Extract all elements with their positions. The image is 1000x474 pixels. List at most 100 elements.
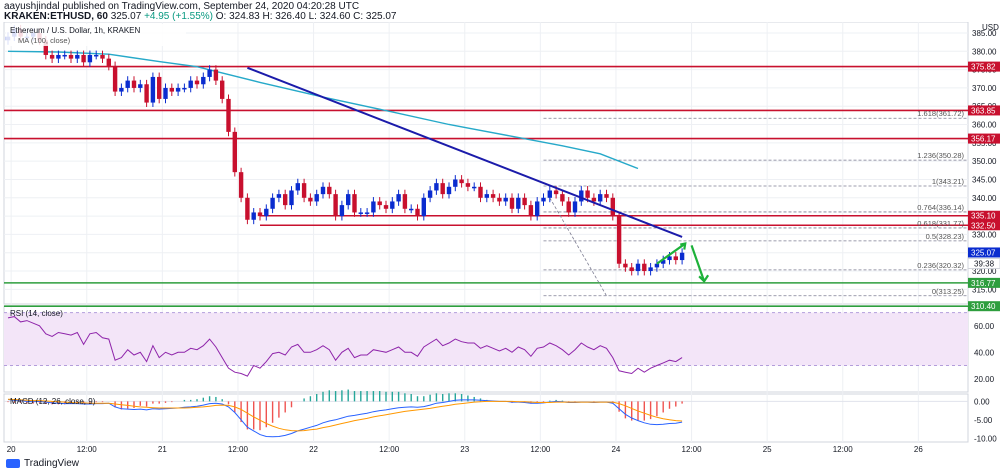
candle bbox=[207, 69, 212, 77]
candle bbox=[522, 197, 527, 206]
footer: TradingView bbox=[6, 458, 79, 469]
candle bbox=[270, 197, 275, 209]
candle bbox=[547, 190, 552, 198]
x-tick-label: 24 bbox=[611, 445, 620, 454]
candle bbox=[440, 183, 445, 195]
macd-pane bbox=[3, 393, 969, 443]
candle bbox=[635, 263, 641, 272]
candle bbox=[560, 194, 565, 202]
rsi-band bbox=[4, 312, 968, 366]
candle bbox=[572, 201, 578, 213]
x-tick-label: 12:00 bbox=[530, 445, 551, 454]
x-tick-label: 12:00 bbox=[682, 445, 703, 454]
candle bbox=[169, 87, 174, 92]
x-tick-label: 23 bbox=[460, 445, 469, 454]
y-tick-label: 340.00 bbox=[972, 194, 997, 203]
last-price-label: 325.07 bbox=[971, 248, 996, 257]
x-tick-label: 12:00 bbox=[77, 445, 98, 454]
candle bbox=[245, 197, 250, 220]
candle bbox=[434, 183, 439, 191]
price-change: +4.95 (+1.55%) bbox=[144, 11, 213, 22]
candle bbox=[453, 179, 458, 187]
candle bbox=[528, 205, 534, 217]
fib-label-0.618: 0.618(331.77) bbox=[917, 219, 964, 228]
candle bbox=[131, 80, 137, 88]
fib-label-1: 1(343.21) bbox=[932, 177, 965, 186]
publisher-line: aayushjindal published on TradingView.co… bbox=[4, 1, 360, 12]
candle bbox=[623, 263, 628, 268]
candle bbox=[616, 216, 622, 264]
legend-bg bbox=[6, 24, 186, 46]
countdown-label: 39:38 bbox=[974, 259, 995, 268]
candle bbox=[150, 76, 156, 103]
candle bbox=[585, 190, 590, 198]
candle bbox=[679, 252, 685, 261]
price-pane-title: Ethereum / U.S. Dollar, 1h, KRAKEN bbox=[10, 26, 140, 35]
rsi-tick-label: 60.00 bbox=[974, 322, 995, 331]
y-tick-label: 385.00 bbox=[972, 29, 997, 38]
candle bbox=[364, 212, 370, 214]
candle bbox=[112, 65, 118, 92]
candle bbox=[62, 54, 67, 57]
level-label-363.85: 363.85 bbox=[971, 106, 996, 115]
arrow-down-head-icon bbox=[698, 274, 710, 284]
candle bbox=[333, 194, 338, 217]
candle bbox=[213, 69, 219, 81]
chart-canvas[interactable]: 20 12:00 21 12:00 22 12:00 23 12:00 24 12:00 25 12:… bbox=[0, 22, 1000, 456]
level-label-335.10: 335.10 bbox=[971, 212, 996, 221]
candle bbox=[598, 194, 603, 202]
currency-label: USD bbox=[982, 23, 999, 32]
candle bbox=[106, 58, 111, 66]
arrow-up-head-icon bbox=[680, 242, 687, 250]
candle bbox=[226, 98, 231, 132]
y-tick-label: 350.00 bbox=[972, 157, 997, 166]
candle bbox=[49, 54, 55, 59]
candle bbox=[553, 190, 559, 195]
tradingview-logo-icon bbox=[6, 459, 20, 468]
candle bbox=[188, 80, 193, 88]
macd-pane-title: MACD (12, 26, close, 9) bbox=[10, 397, 96, 406]
y-tick-label: 320.00 bbox=[972, 267, 997, 276]
signal-line bbox=[7, 398, 683, 432]
x-tick-label: 12:00 bbox=[379, 445, 400, 454]
chart-header: aayushjindal published on TradingView.co… bbox=[0, 0, 1000, 22]
candle bbox=[629, 267, 634, 272]
macd-tick-label: -5.00 bbox=[974, 416, 993, 425]
fib-label-1.618: 1.618(361.72) bbox=[917, 109, 964, 118]
candle bbox=[320, 186, 326, 195]
candle bbox=[87, 54, 93, 63]
last-price: 325.07 bbox=[110, 11, 142, 22]
candle bbox=[667, 256, 672, 261]
candle bbox=[648, 267, 653, 272]
level-tag-375.82 bbox=[968, 61, 1000, 72]
candle bbox=[421, 197, 426, 217]
level-tag-310.40 bbox=[968, 301, 1000, 312]
candle bbox=[339, 205, 345, 217]
candle bbox=[346, 194, 351, 206]
candle bbox=[654, 263, 660, 268]
candle bbox=[383, 205, 389, 209]
fib-label-0: 0(313.25) bbox=[932, 287, 965, 296]
candle bbox=[138, 84, 143, 88]
macd-tick-label: -10.00 bbox=[974, 434, 997, 443]
candle bbox=[415, 208, 420, 217]
candle bbox=[289, 190, 294, 206]
x-tick-label: 25 bbox=[763, 445, 772, 454]
rsi-line bbox=[7, 316, 683, 377]
x-tick-label: 21 bbox=[158, 445, 167, 454]
level-tag-332.50 bbox=[968, 220, 1000, 231]
countdown-tag bbox=[967, 257, 1000, 269]
candle bbox=[579, 190, 584, 202]
fib-label-0.764: 0.764(336.14) bbox=[917, 203, 964, 212]
candle bbox=[163, 87, 168, 99]
candle bbox=[81, 54, 86, 63]
level-tag-335.10 bbox=[968, 210, 1000, 221]
candle bbox=[68, 54, 74, 59]
candle bbox=[301, 183, 307, 198]
candle bbox=[642, 263, 647, 272]
ma-legend: MA (100, close) bbox=[18, 36, 71, 45]
candle bbox=[371, 201, 376, 213]
candle bbox=[591, 197, 597, 202]
candle bbox=[75, 54, 80, 59]
arrow-up-icon bbox=[656, 242, 686, 265]
